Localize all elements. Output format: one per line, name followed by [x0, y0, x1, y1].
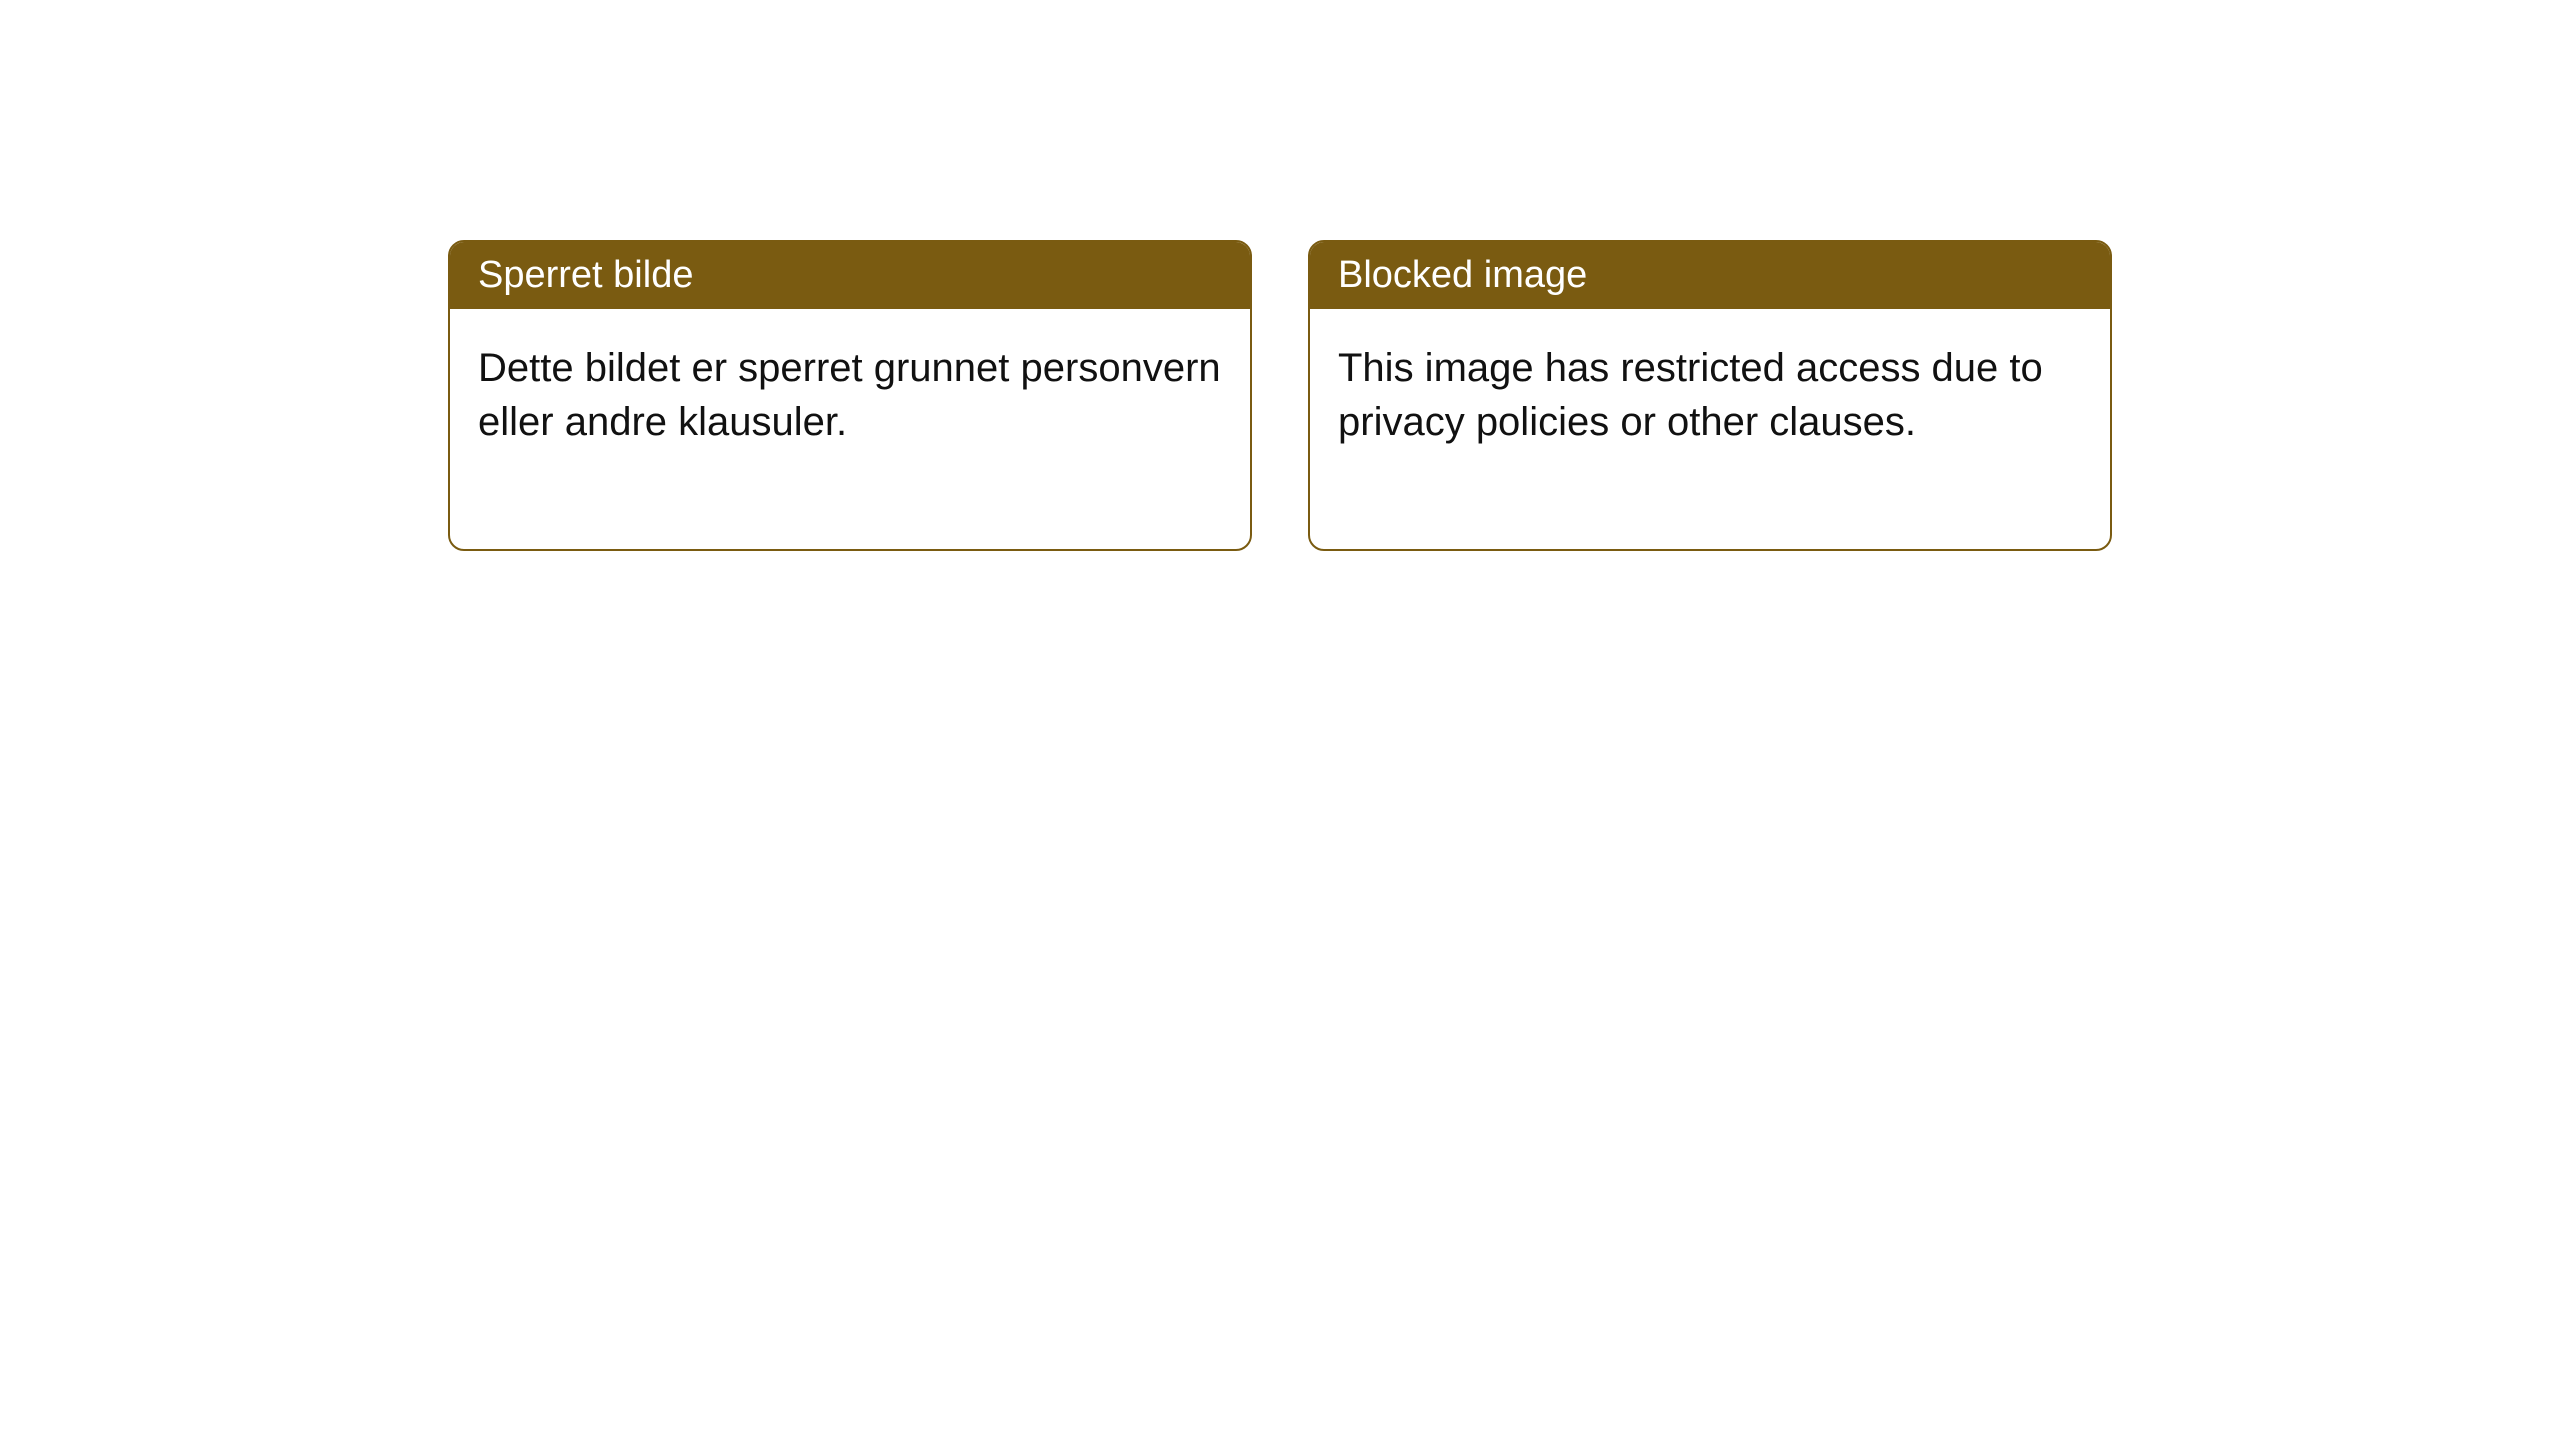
notice-card-body: This image has restricted access due to …	[1310, 309, 2110, 549]
notice-card-english: Blocked image This image has restricted …	[1308, 240, 2112, 551]
notice-card-norwegian: Sperret bilde Dette bildet er sperret gr…	[448, 240, 1252, 551]
notice-container: Sperret bilde Dette bildet er sperret gr…	[448, 240, 2112, 551]
notice-card-title: Sperret bilde	[450, 242, 1250, 309]
notice-card-title: Blocked image	[1310, 242, 2110, 309]
notice-card-body: Dette bildet er sperret grunnet personve…	[450, 309, 1250, 549]
